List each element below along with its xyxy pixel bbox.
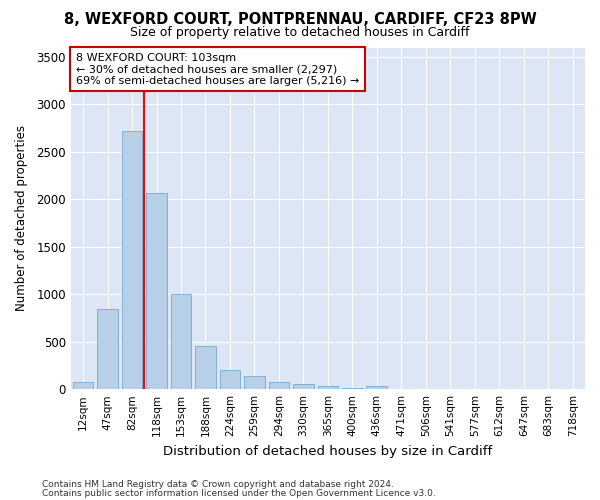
Bar bbox=[122, 131, 142, 389]
Text: 8, WEXFORD COURT, PONTPRENNAU, CARDIFF, CF23 8PW: 8, WEXFORD COURT, PONTPRENNAU, CARDIFF, … bbox=[64, 12, 536, 28]
Text: Contains HM Land Registry data © Crown copyright and database right 2024.: Contains HM Land Registry data © Crown c… bbox=[42, 480, 394, 489]
Bar bbox=[73, 382, 94, 389]
Bar bbox=[317, 386, 338, 389]
Bar bbox=[367, 386, 387, 389]
X-axis label: Distribution of detached houses by size in Cardiff: Distribution of detached houses by size … bbox=[163, 444, 493, 458]
Bar bbox=[195, 346, 216, 389]
Bar bbox=[244, 376, 265, 389]
Bar bbox=[342, 388, 363, 389]
Bar bbox=[269, 382, 289, 389]
Y-axis label: Number of detached properties: Number of detached properties bbox=[15, 126, 28, 312]
Text: 8 WEXFORD COURT: 103sqm
← 30% of detached houses are smaller (2,297)
69% of semi: 8 WEXFORD COURT: 103sqm ← 30% of detache… bbox=[76, 52, 359, 86]
Bar bbox=[146, 192, 167, 389]
Bar bbox=[293, 384, 314, 389]
Bar bbox=[97, 308, 118, 389]
Bar bbox=[170, 294, 191, 389]
Text: Size of property relative to detached houses in Cardiff: Size of property relative to detached ho… bbox=[130, 26, 470, 39]
Bar bbox=[220, 370, 241, 389]
Text: Contains public sector information licensed under the Open Government Licence v3: Contains public sector information licen… bbox=[42, 488, 436, 498]
